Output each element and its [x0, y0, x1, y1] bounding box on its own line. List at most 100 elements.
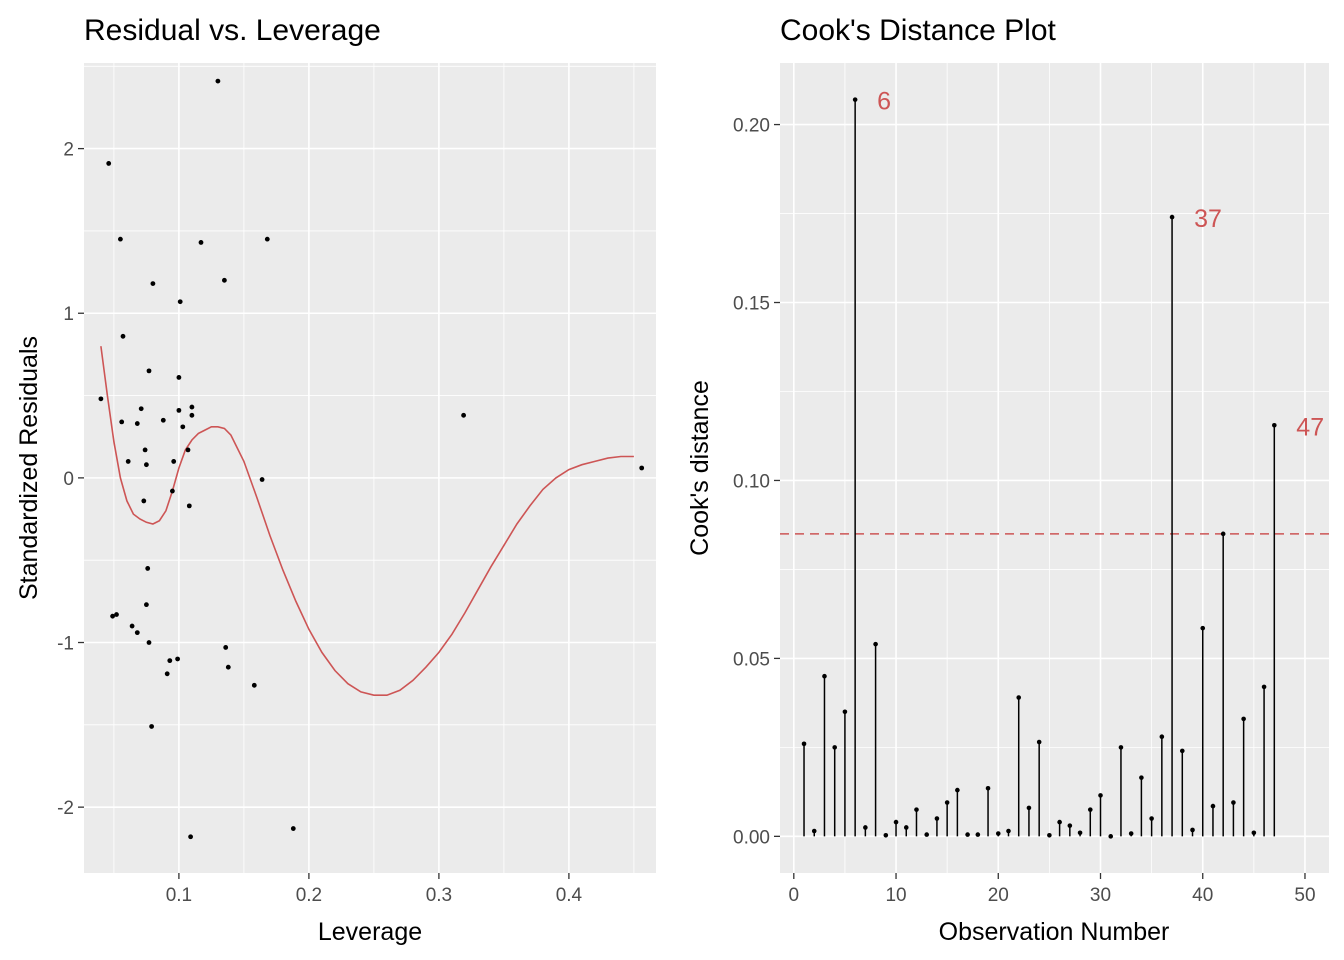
- plot-background: [780, 63, 1329, 873]
- cooks-point: [1231, 800, 1236, 805]
- cooks-point: [1128, 831, 1134, 836]
- y-tick-label: 0: [63, 469, 74, 490]
- x-tick-label: 0: [789, 885, 800, 906]
- data-point: [177, 299, 183, 305]
- data-point: [98, 396, 104, 402]
- data-point: [170, 488, 175, 494]
- x-tick-label: 0.4: [556, 885, 583, 906]
- cooks-point: [811, 828, 817, 834]
- outlier-label: 37: [1194, 205, 1222, 233]
- data-point: [134, 421, 140, 426]
- data-point: [141, 498, 147, 504]
- data-point: [150, 281, 156, 287]
- x-tick-label: 0.2: [296, 885, 322, 906]
- cooks-point: [1047, 832, 1052, 838]
- chart-title: Cook's Distance Plot: [780, 14, 1057, 47]
- cooks-point: [1098, 793, 1103, 798]
- data-point: [119, 419, 125, 425]
- cooks-point: [1200, 625, 1206, 631]
- cooks-point: [1077, 830, 1083, 836]
- y-axis-ticks: -2 -1 0 1 2: [57, 140, 84, 819]
- data-point: [125, 459, 131, 464]
- data-point: [259, 477, 265, 482]
- cooks-point: [1108, 834, 1114, 839]
- data-point: [188, 834, 194, 840]
- outlier-label: 47: [1296, 413, 1324, 441]
- data-point: [144, 462, 149, 468]
- cooks-point: [914, 807, 919, 812]
- data-point: [110, 613, 115, 619]
- cooks-point: [944, 800, 950, 805]
- data-point: [146, 640, 152, 645]
- cooks-point: [1006, 828, 1011, 834]
- cooks-point: [955, 787, 960, 793]
- x-tick-label: 0.1: [166, 885, 192, 906]
- cooks-point: [995, 831, 1001, 836]
- data-point: [120, 333, 126, 339]
- cooks-point: [934, 816, 940, 821]
- outlier-label: 6: [877, 88, 891, 116]
- data-point: [118, 236, 123, 242]
- data-point: [129, 623, 135, 629]
- x-tick-label: 30: [1090, 885, 1111, 906]
- chart-title: Residual vs. Leverage: [84, 14, 381, 47]
- x-axis-title: Leverage: [318, 918, 422, 946]
- y-tick-label: 0.20: [733, 116, 770, 137]
- x-axis-ticks: 0 10 20 30 40 50: [789, 873, 1316, 906]
- y-axis-title: Cook's distance: [686, 380, 714, 556]
- y-tick-label: 0.05: [733, 649, 770, 670]
- cooks-point: [1272, 422, 1277, 428]
- x-tick-label: 10: [885, 885, 906, 906]
- cooks-point: [1179, 748, 1185, 754]
- data-point: [225, 664, 231, 670]
- data-point: [180, 424, 186, 430]
- data-point: [639, 465, 645, 471]
- y-tick-label: -1: [57, 634, 74, 655]
- data-point: [114, 612, 119, 617]
- cooks-point: [1118, 745, 1124, 750]
- cooks-point: [985, 785, 991, 791]
- data-point: [138, 406, 144, 412]
- data-point: [164, 671, 170, 677]
- data-point: [146, 368, 152, 374]
- data-point: [176, 407, 182, 413]
- y-tick-label: 2: [63, 140, 74, 161]
- data-point: [145, 566, 151, 571]
- data-point: [223, 645, 229, 650]
- cooks-point: [1169, 214, 1175, 220]
- residual-leverage-panel: Residual vs. Leverage 0.1 0.2 0.3 0.4 -2 -1 0…: [15, 14, 656, 946]
- data-point: [215, 78, 221, 84]
- cooks-point: [1036, 739, 1042, 745]
- cooks-point: [1251, 830, 1257, 836]
- data-points: [98, 78, 645, 840]
- x-tick-label: 50: [1294, 885, 1315, 906]
- cooks-point: [1057, 819, 1062, 825]
- data-point: [144, 602, 149, 608]
- cooks-point: [1026, 805, 1032, 811]
- cooks-point: [1190, 827, 1195, 833]
- y-tick-label: 0.00: [733, 827, 770, 848]
- data-point: [189, 404, 195, 410]
- y-tick-label: -2: [57, 798, 74, 819]
- data-point: [176, 375, 182, 380]
- data-point: [134, 630, 140, 636]
- cooks-point: [1210, 803, 1216, 809]
- cooks-point: [873, 641, 878, 647]
- cooks-point: [1241, 716, 1246, 722]
- data-point: [198, 240, 204, 245]
- cooks-distance-panel: Cook's Distance Plot 6 37 47 0 10 20 30 40 50 0…: [686, 14, 1329, 946]
- data-point: [160, 417, 166, 423]
- x-tick-label: 0.3: [426, 885, 452, 906]
- cooks-point: [1159, 734, 1165, 739]
- cooks-point: [1067, 823, 1073, 828]
- cooks-point: [1016, 695, 1022, 700]
- cooks-point: [924, 832, 930, 837]
- cooks-point: [1139, 775, 1144, 780]
- data-point: [222, 277, 227, 283]
- cooks-point: [801, 741, 807, 747]
- cooks-point: [1149, 816, 1154, 821]
- cooks-stems: [801, 97, 1277, 839]
- cooks-point: [1087, 807, 1093, 812]
- x-axis-ticks: 0.1 0.2 0.3 0.4: [166, 873, 583, 906]
